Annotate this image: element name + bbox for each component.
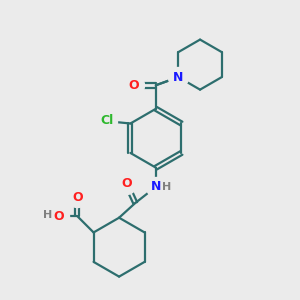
Text: Cl: Cl [100,114,113,127]
Text: O: O [121,177,132,190]
Text: N: N [151,180,161,193]
Text: O: O [54,210,64,223]
Text: O: O [72,190,83,204]
Text: H: H [43,210,52,220]
Text: H: H [162,182,171,192]
Text: N: N [173,70,184,84]
Text: O: O [128,79,139,92]
